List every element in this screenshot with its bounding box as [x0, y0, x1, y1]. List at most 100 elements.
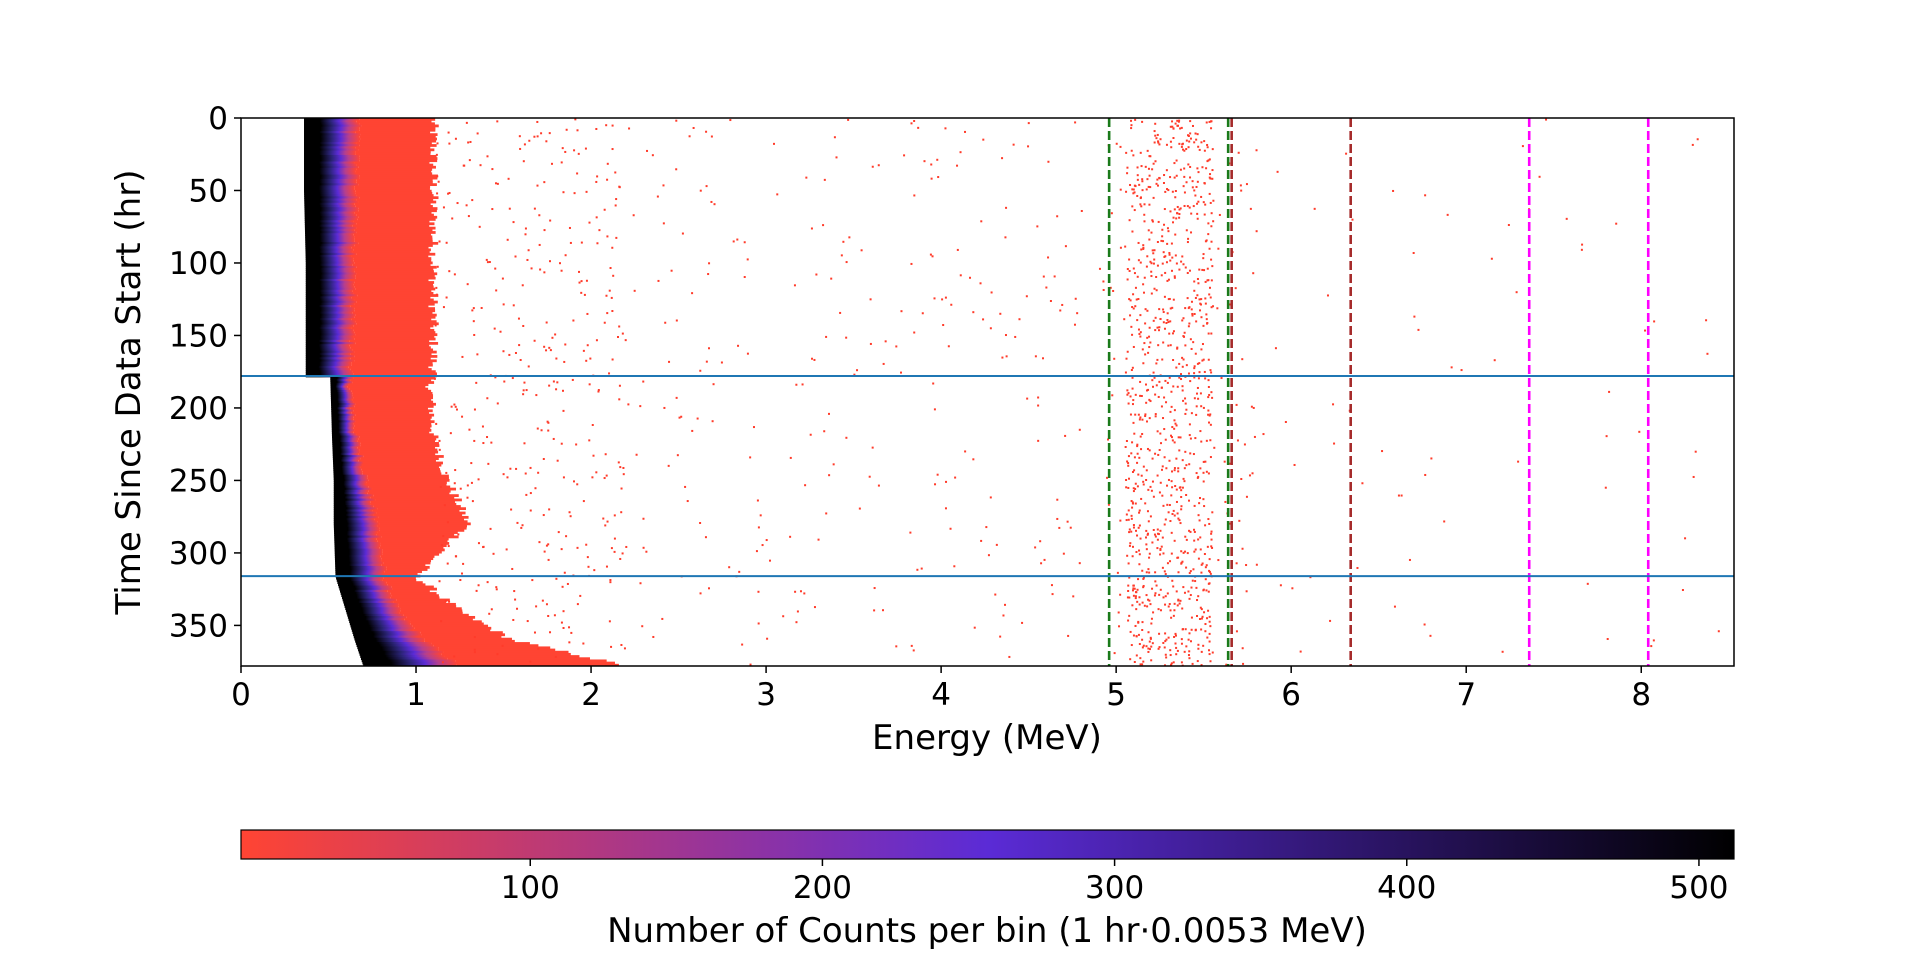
count-cell — [527, 365, 530, 368]
count-cell — [1161, 566, 1164, 569]
count-cell — [1150, 659, 1153, 662]
count-cell — [1184, 344, 1187, 347]
count-cell — [912, 649, 915, 652]
count-cell — [1136, 588, 1139, 591]
heatmap-band — [332, 439, 358, 443]
heatmap-band — [350, 368, 432, 371]
count-cell — [1156, 133, 1159, 136]
x-tick-label: 4 — [931, 677, 951, 713]
count-cell — [580, 291, 583, 294]
count-cell — [869, 342, 872, 345]
count-cell — [1064, 434, 1067, 437]
count-cell — [1195, 320, 1198, 323]
heatmap-band — [333, 463, 363, 467]
count-cell — [1276, 170, 1279, 173]
heatmap-band — [304, 152, 356, 156]
count-cell — [1147, 351, 1150, 354]
heatmap-band — [331, 405, 355, 408]
count-cell — [1154, 535, 1157, 538]
count-cell — [1209, 423, 1212, 426]
count-cell — [1178, 519, 1181, 522]
count-cell — [1150, 617, 1153, 620]
count-cell — [1176, 649, 1179, 652]
count-cell — [1144, 322, 1147, 325]
count-cell — [1116, 571, 1119, 574]
count-cell — [1202, 460, 1205, 463]
count-cell — [595, 339, 598, 342]
count-cell — [1195, 472, 1198, 475]
count-cell — [663, 406, 666, 409]
count-cell — [447, 192, 450, 195]
heatmap-band — [349, 387, 429, 391]
heatmap-band — [355, 131, 431, 134]
count-cell — [1638, 430, 1641, 433]
count-cell — [613, 514, 616, 517]
count-cell — [1135, 529, 1138, 532]
heatmap-band — [333, 489, 369, 493]
count-cell — [1192, 205, 1195, 208]
count-cell — [684, 485, 687, 488]
heatmap-band — [354, 281, 435, 284]
count-cell — [575, 443, 578, 446]
count-cell — [1515, 291, 1518, 294]
count-cell — [1606, 637, 1609, 640]
count-cell — [611, 358, 614, 361]
heatmap-band — [351, 629, 414, 632]
count-cell — [1178, 602, 1181, 605]
heatmap-band — [355, 313, 437, 317]
count-cell — [1207, 518, 1210, 521]
count-cell — [942, 324, 945, 327]
count-cell — [1127, 562, 1130, 565]
count-cell — [473, 333, 476, 336]
count-cell — [1170, 269, 1173, 272]
count-cell — [465, 121, 468, 124]
count-cell — [1167, 298, 1170, 301]
count-cell — [1163, 327, 1166, 330]
count-cell — [1208, 247, 1211, 250]
heatmap-band — [354, 298, 434, 302]
count-cell — [1178, 486, 1181, 489]
count-cell — [610, 547, 613, 550]
count-cell — [1188, 499, 1191, 502]
count-cell — [933, 408, 936, 411]
count-cell — [618, 325, 621, 328]
count-cell — [586, 344, 589, 347]
count-cell — [1141, 432, 1144, 435]
count-cell — [1158, 329, 1161, 332]
heatmap-band — [305, 359, 355, 363]
count-cell — [1162, 240, 1165, 243]
count-cell — [1141, 418, 1144, 421]
count-cell — [882, 609, 885, 612]
heatmap-band — [377, 507, 466, 511]
count-cell — [1208, 615, 1211, 618]
count-cell — [1161, 494, 1164, 497]
heatmap-band — [330, 392, 353, 395]
count-cell — [959, 151, 962, 154]
count-cell — [817, 538, 820, 541]
count-cell — [1146, 532, 1149, 535]
count-cell — [1141, 569, 1144, 572]
count-cell — [1107, 438, 1110, 441]
count-cell — [494, 376, 497, 379]
heatmap-band — [333, 492, 368, 495]
count-cell — [1171, 306, 1174, 309]
count-cell — [1204, 630, 1207, 633]
count-cell — [1138, 563, 1141, 566]
count-cell — [1184, 628, 1187, 631]
count-cell — [627, 403, 630, 406]
count-cell — [608, 372, 611, 375]
count-cell — [1001, 157, 1004, 160]
count-cell — [1183, 335, 1186, 338]
count-cell — [675, 396, 678, 399]
count-cell — [1156, 430, 1159, 433]
count-cell — [620, 511, 623, 514]
count-cell — [1126, 460, 1129, 463]
count-cell — [1203, 140, 1206, 143]
heatmap-band — [352, 289, 432, 293]
count-cell — [1142, 584, 1145, 587]
heatmap-band — [354, 355, 438, 358]
count-cell — [1186, 297, 1189, 300]
heatmap-band — [304, 122, 360, 126]
count-cell — [646, 149, 649, 152]
count-cell — [1127, 518, 1130, 521]
